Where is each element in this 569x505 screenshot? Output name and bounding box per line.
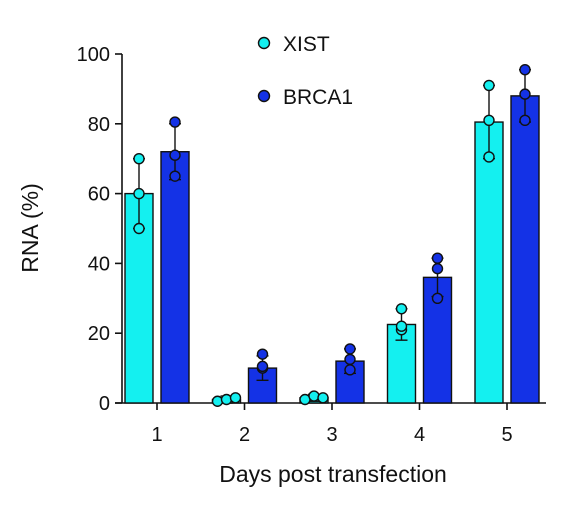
x-axis-title: Days post transfection <box>219 461 447 487</box>
legend-marker-brca1 <box>257 89 271 103</box>
data-point-brca1 <box>431 252 444 264</box>
bar-brca1 <box>510 95 540 404</box>
data-point-xist <box>483 79 495 92</box>
x-tick-label: 3 <box>326 424 337 446</box>
data-point-xist <box>317 392 329 404</box>
legend-label-brca1: BRCA1 <box>283 86 353 109</box>
y-tick-label: 0 <box>99 393 110 415</box>
data-point-xist <box>133 187 145 200</box>
data-point-xist <box>395 303 408 315</box>
data-point-brca1 <box>344 343 356 355</box>
data-point-brca1 <box>431 262 444 275</box>
legend-marker-xist <box>257 36 271 50</box>
data-point-brca1 <box>519 88 531 100</box>
bar-xist <box>474 121 504 404</box>
x-tick-label: 4 <box>414 424 425 446</box>
data-point-brca1 <box>169 170 181 182</box>
x-tick-label: 5 <box>501 424 512 446</box>
data-point-brca1 <box>519 114 531 127</box>
data-point-xist <box>211 395 224 407</box>
y-axis-ticks: 0 20 40 60 80 100 <box>77 44 122 415</box>
data-point-brca1 <box>344 353 356 366</box>
data-point-brca1 <box>256 360 269 373</box>
y-tick-label: 80 <box>88 114 110 136</box>
legend: XIST BRCA1 <box>257 33 353 109</box>
x-tick-label: 1 <box>151 424 162 446</box>
bars-layer <box>124 95 540 404</box>
data-point-brca1 <box>519 64 531 76</box>
x-tick-label: 2 <box>239 424 250 446</box>
y-tick-label: 100 <box>77 44 110 66</box>
data-point-xist <box>308 390 320 402</box>
bar-xist <box>124 192 154 404</box>
data-points-layer <box>133 64 531 407</box>
y-axis-title: RNA (%) <box>17 183 43 272</box>
data-point-brca1 <box>431 292 444 304</box>
data-point-xist <box>133 152 145 165</box>
data-point-xist <box>483 114 495 127</box>
data-point-brca1 <box>169 116 181 128</box>
y-tick-label: 60 <box>88 184 110 206</box>
bar-brca1 <box>160 151 190 404</box>
data-point-xist <box>395 320 408 332</box>
data-point-xist <box>229 392 242 404</box>
legend-item-brca1: BRCA1 <box>257 86 353 109</box>
y-tick-label: 40 <box>88 253 110 275</box>
data-point-xist <box>220 393 233 406</box>
y-tick-label: 20 <box>88 323 110 345</box>
data-point-xist <box>483 151 495 163</box>
error-bars-layer <box>133 69 531 404</box>
data-point-xist <box>133 222 145 235</box>
data-point-brca1 <box>169 149 181 161</box>
legend-item-xist: XIST <box>257 33 330 56</box>
data-point-brca1 <box>256 348 269 360</box>
data-point-brca1 <box>344 364 356 376</box>
legend-label-xist: XIST <box>283 33 330 56</box>
x-axis-ticks: 1 2 3 4 5 <box>151 403 513 446</box>
